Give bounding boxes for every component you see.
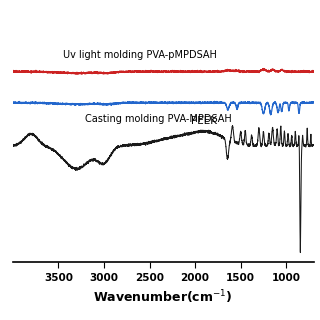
Text: Casting molding PVA-MPDSAH: Casting molding PVA-MPDSAH (85, 114, 232, 124)
X-axis label: Wavenumber(cm$^{-1}$): Wavenumber(cm$^{-1}$) (93, 288, 233, 306)
Text: PEEK: PEEK (191, 116, 217, 126)
Text: Uv light molding PVA-pMPDSAH: Uv light molding PVA-pMPDSAH (63, 50, 217, 60)
